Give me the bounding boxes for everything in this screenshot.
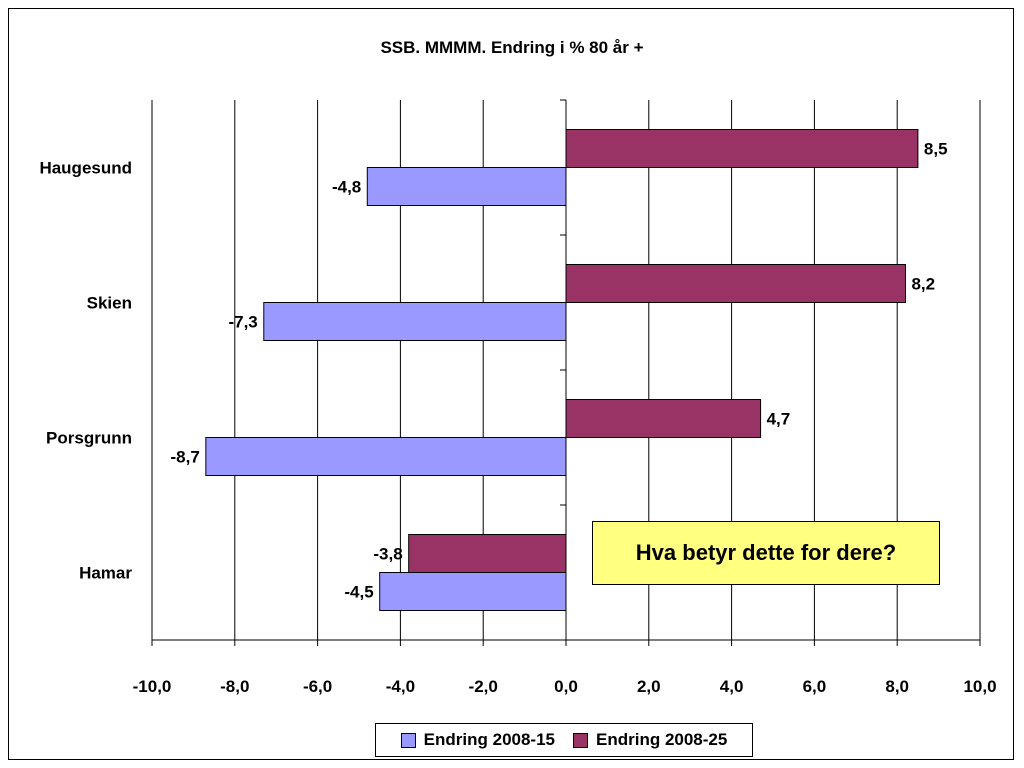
legend-item-series-1: Endring 2008-15 [400,730,555,750]
data-label-hamar-series-2: -3,8 [373,545,402,564]
annotation-box: Hva betyr dette for dere? [592,521,940,585]
chart-title: SSB. MMMM. Endring i % 80 år + [380,38,644,57]
data-label-haugesund-series-2: 8,5 [924,140,948,159]
legend-label-series-1: Endring 2008-15 [423,730,555,749]
legend-swatch-series-1 [400,732,416,748]
x-tick-label: -2,0 [469,677,498,696]
category-label: Haugesund [39,159,132,178]
data-label-haugesund-series-1: -4,8 [332,178,361,197]
legend-item-series-2: Endring 2008-25 [573,730,727,750]
category-label: Skien [87,294,132,313]
x-tick-label: 8,0 [885,677,909,696]
category-label: Hamar [79,564,132,583]
bar-porsgrunn-series-1 [205,437,567,476]
data-label-hamar-series-1: -4,5 [344,583,373,602]
category-label: Porsgrunn [46,429,132,448]
x-tick-label: -4,0 [386,677,415,696]
bar-haugesund-series-2 [565,129,919,168]
data-label-porsgrunn-series-1: -8,7 [171,448,200,467]
bar-haugesund-series-1 [366,167,567,206]
bar-skien-series-2 [565,264,906,303]
bar-skien-series-1 [263,302,567,341]
bar-porsgrunn-series-2 [565,399,762,438]
legend-swatch-series-2 [573,732,588,748]
bar-hamar-series-2 [408,534,567,573]
data-label-porsgrunn-series-2: 4,7 [767,410,791,429]
legend: Endring 2008-15 Endring 2008-25 [375,723,753,757]
legend-label-series-2: Endring 2008-25 [596,730,728,749]
x-tick-label: -6,0 [303,677,332,696]
data-label-skien-series-1: -7,3 [228,313,257,332]
x-tick-label: 0,0 [554,677,578,696]
chart-frame [8,8,1014,760]
x-tick-label: -8,0 [220,677,249,696]
x-tick-label: 2,0 [637,677,661,696]
x-tick-label: 6,0 [803,677,827,696]
data-label-skien-series-2: 8,2 [911,275,935,294]
x-tick-label: 10,0 [963,677,996,696]
x-tick-label: -10,0 [133,677,172,696]
x-tick-label: 4,0 [720,677,744,696]
bar-hamar-series-1 [379,572,567,611]
